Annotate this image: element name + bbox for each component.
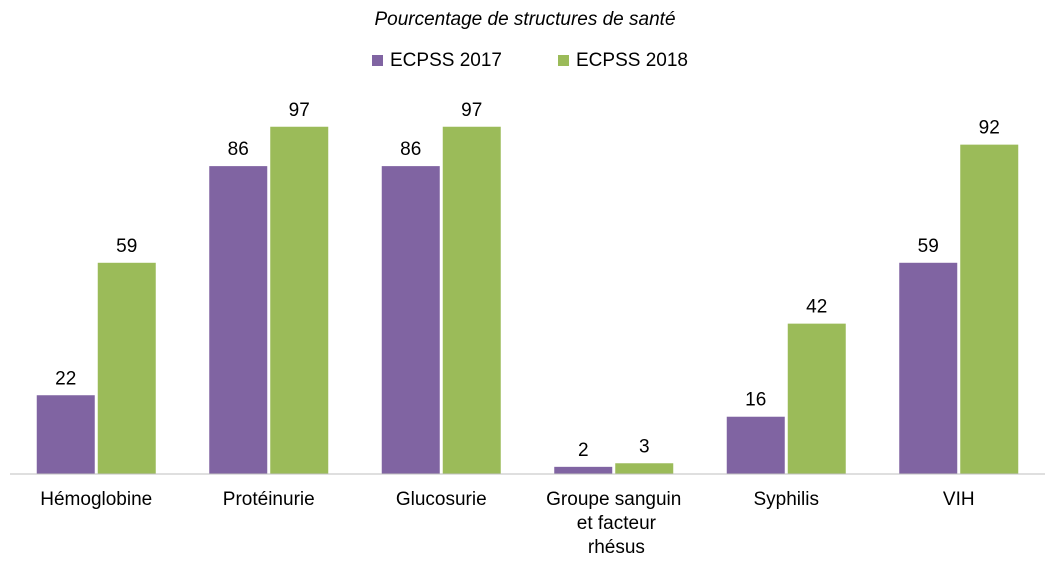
data-label: 59 [918,236,939,257]
data-label: 86 [400,139,421,160]
bar [209,166,268,474]
bar [97,262,156,474]
legend-label: ECPSS 2017 [390,50,502,71]
bar [960,144,1019,474]
data-label: 42 [806,297,827,318]
data-label: 59 [116,236,137,257]
bar [442,126,501,475]
x-tick-label: Glucosurie [396,489,487,510]
legend-swatch [372,55,383,66]
x-tick-label: Groupe sanguin et facteur rhésus [546,489,681,558]
bar [615,463,674,474]
bar [726,416,785,474]
data-label: 97 [289,100,310,121]
bar [381,166,440,474]
bar [270,126,329,475]
data-label: 3 [639,436,650,457]
legend-swatch [558,55,569,66]
bar [554,466,613,474]
data-label: 97 [461,100,482,121]
data-label: 16 [745,390,766,411]
data-label: 2 [578,440,589,461]
data-label: 22 [55,368,76,389]
chart-subtitle: Pourcentage de structures de santé [374,9,675,30]
x-tick-label: Syphilis [754,489,819,510]
x-tick-label: VIH [943,489,975,510]
data-label: 86 [228,139,249,160]
bar [787,323,846,474]
x-tick-label: Hémoglobine [40,489,152,510]
data-label: 92 [979,118,1000,139]
legend-label: ECPSS 2018 [576,50,688,71]
x-tick-label: Protéinurie [223,489,315,510]
bar [899,262,958,474]
bar [36,395,95,474]
